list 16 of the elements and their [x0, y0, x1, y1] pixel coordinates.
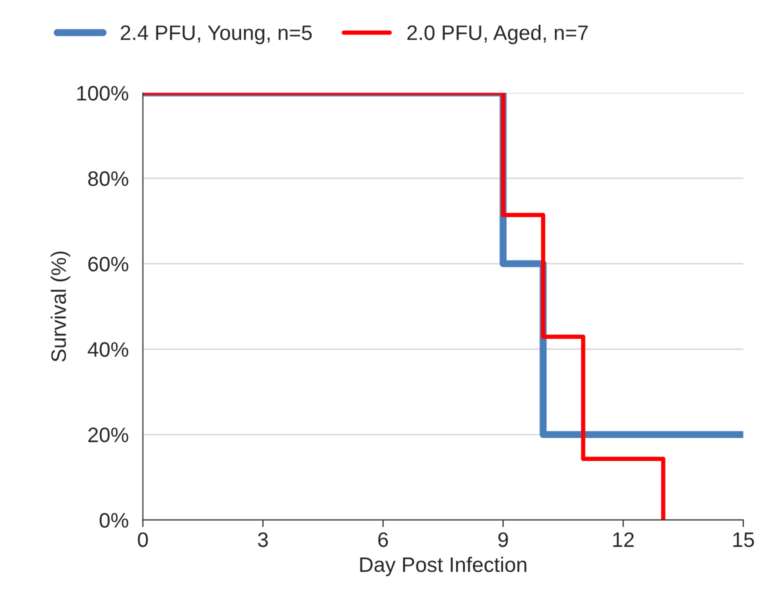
x-tick-label: 3 — [258, 532, 268, 548]
x-axis-title: Day Post Infection — [360, 556, 526, 576]
legend-label: 2.0 PFU, Aged, n=7 — [407, 24, 588, 44]
x-tick-label: 9 — [498, 532, 508, 548]
y-tick-label: 80% — [88, 171, 128, 186]
y-axis-title: Survival (%) — [50, 252, 70, 362]
x-tick-label: 12 — [613, 532, 634, 547]
legend-label: 2.4 PFU, Young, n=5 — [120, 25, 312, 44]
x-tick-label: 6 — [378, 532, 388, 548]
y-tick-label: 100% — [77, 86, 128, 101]
y-tick-label: 40% — [88, 342, 128, 357]
x-tick-label: 0 — [138, 532, 148, 548]
x-tick-label: 15 — [733, 532, 754, 548]
y-tick-label: 0% — [100, 512, 128, 528]
y-tick-label: 20% — [88, 428, 128, 442]
y-tick-label: 60% — [88, 256, 128, 272]
